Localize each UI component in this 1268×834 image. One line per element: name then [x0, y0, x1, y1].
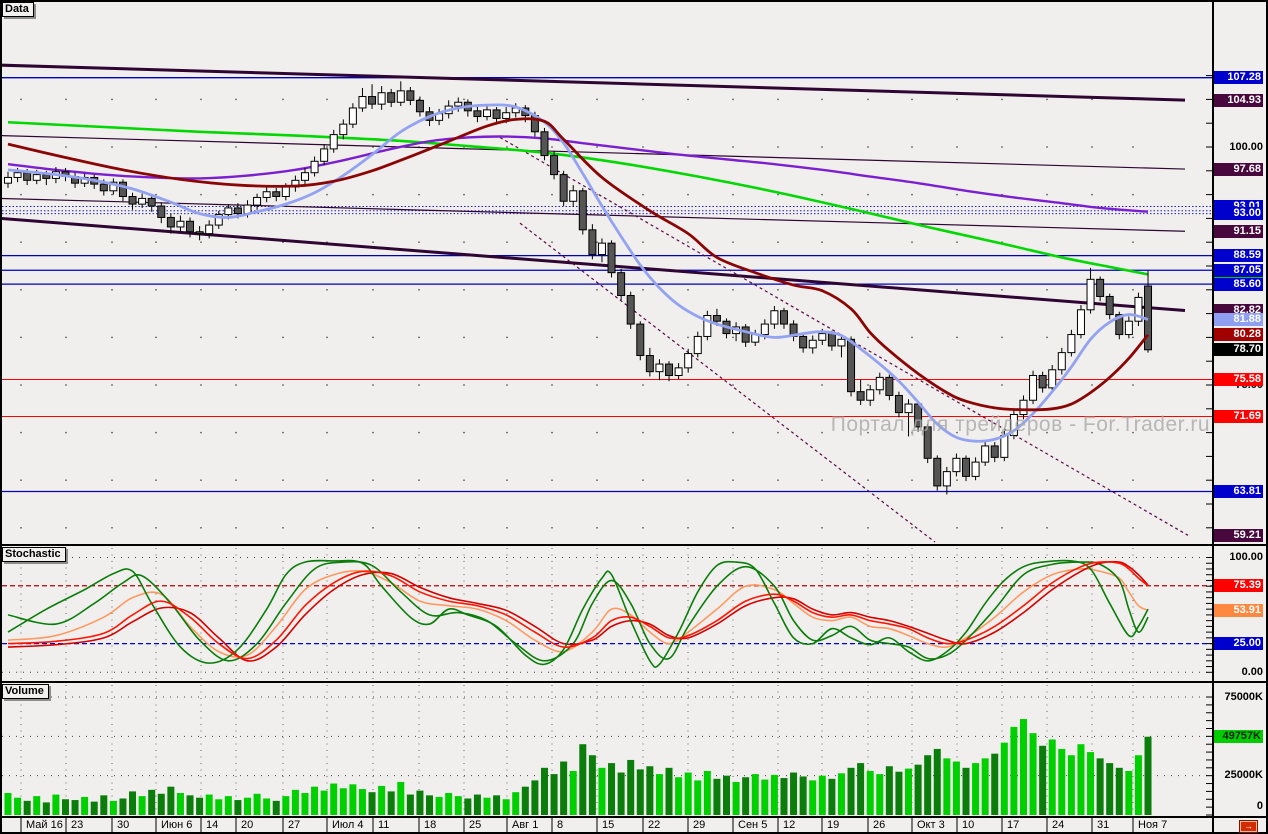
panel-tab-stochastic[interactable]: Stochastic [2, 547, 66, 562]
panel-tab-volume[interactable]: Volume [2, 684, 49, 699]
panel-tab-data[interactable]: Data [2, 2, 34, 17]
scroll-right-button[interactable]: → [1239, 820, 1258, 833]
right-arrow-icon: → [1244, 821, 1253, 831]
